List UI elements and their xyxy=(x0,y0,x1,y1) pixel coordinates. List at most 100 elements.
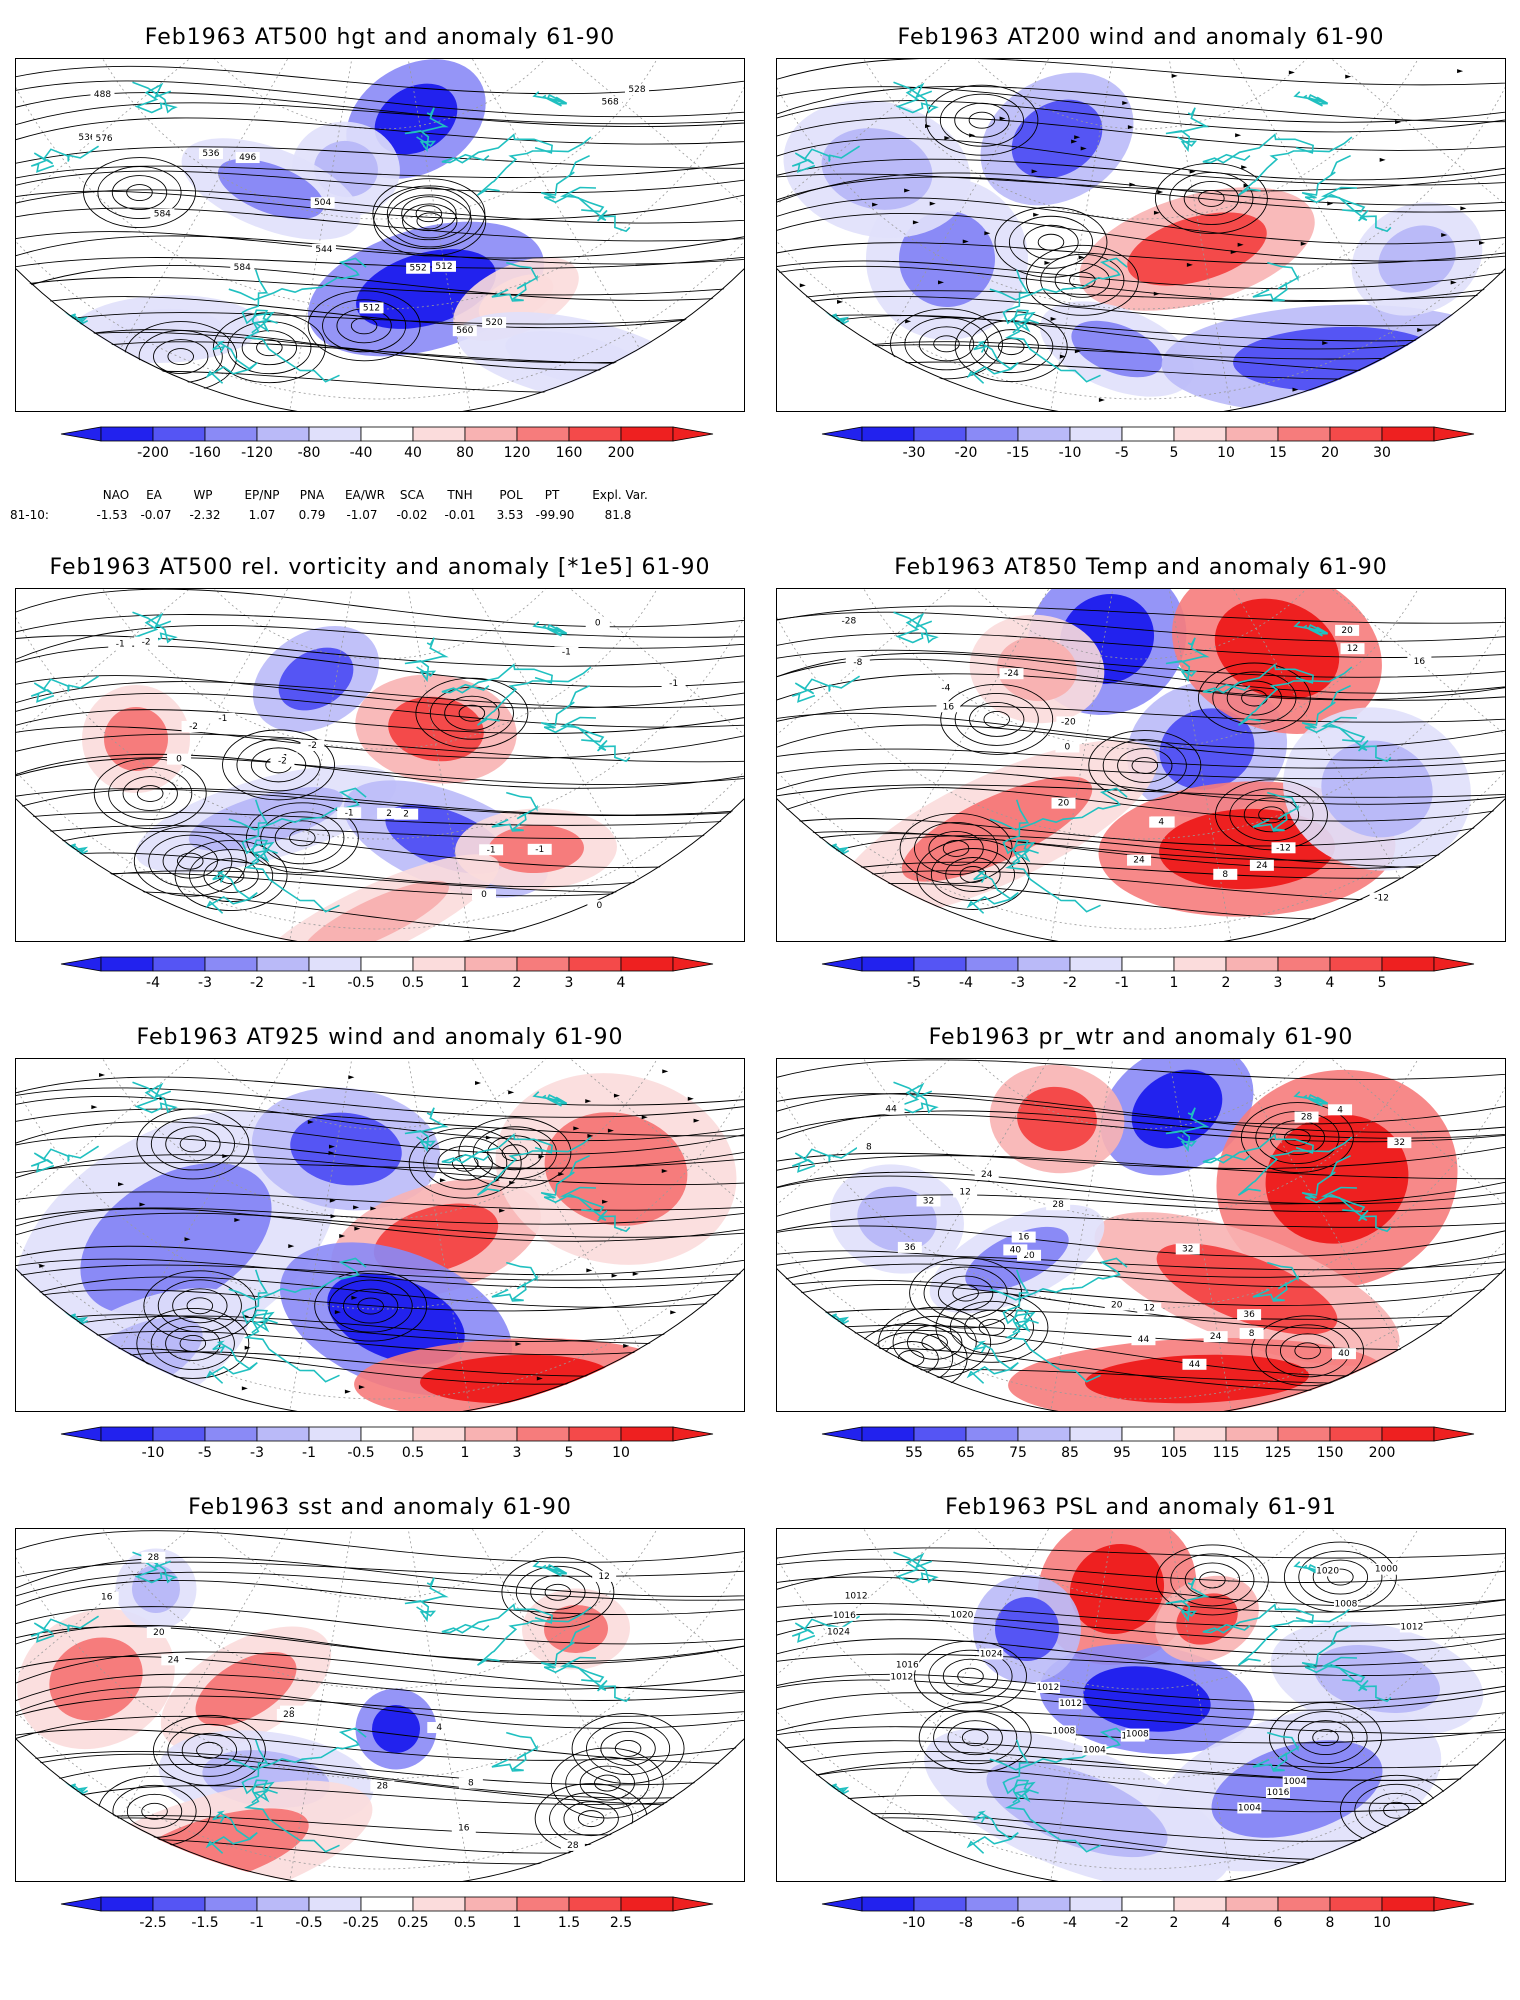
colorbar-tick-label: 95 xyxy=(1113,1445,1131,1461)
panel-title: Feb1963 AT925 wind and anomaly 61-90 xyxy=(136,1025,624,1050)
anomaly-shading xyxy=(544,1604,608,1654)
contour-label: 8 xyxy=(866,1142,872,1152)
contour-label: 28 xyxy=(377,1782,389,1792)
colorbar: -2.5 -1.5 -1 -0.5 -0.25 0.25 0.5 1 1.5 2.5 xyxy=(60,1896,717,1945)
colorbar-segment xyxy=(256,426,310,442)
colorbar-segment xyxy=(464,1426,518,1442)
index-value: -0.01 xyxy=(444,508,476,522)
contour-label: 1008 xyxy=(1335,1599,1358,1609)
colorbar-segment xyxy=(100,426,154,442)
colorbar-tick-label: -40 xyxy=(350,445,373,461)
latlon-grid xyxy=(777,59,1505,411)
colorbar-tick-label: 105 xyxy=(1161,1445,1188,1461)
contour-label: 0 xyxy=(595,619,601,629)
colorbar-tick-label: -0.5 xyxy=(347,1445,374,1461)
anomaly-shading xyxy=(997,636,1077,702)
colorbar-tick-label: 115 xyxy=(1213,1445,1240,1461)
colorbar-segment xyxy=(1225,426,1279,442)
contour-label: 4 xyxy=(1158,818,1164,828)
contour-label: 536 xyxy=(78,133,95,143)
colorbar-segment xyxy=(861,426,915,442)
map-panel-p6: Feb1963 pr_wtr and anomaly 61-90 20 24 28 32… xyxy=(776,1025,1506,1485)
colorbar-segment xyxy=(204,426,258,442)
index-value: -2.32 xyxy=(189,508,221,522)
contour-label: 1016 xyxy=(1267,1788,1290,1798)
colorbar-min-arrow xyxy=(821,1426,863,1442)
colorbar-tick-label: -8 xyxy=(959,1915,973,1931)
map-panel-p8: Feb1963 PSL and anomaly 61-91 1012 1020 101… xyxy=(776,1495,1506,1955)
contour-label: 504 xyxy=(314,198,331,208)
map-plot-area: 1012 1020 1012 1008 1004 1000 1016 1024 1012 1008… xyxy=(776,1528,1506,1882)
colorbar-segment xyxy=(256,956,310,972)
map-plot-area: 282404812162028281628 xyxy=(15,1528,745,1882)
colorbar-tick-label: 1.5 xyxy=(558,1915,580,1931)
colorbar-tick-label: -3 xyxy=(1011,975,1025,991)
colorbar-tick-label: 1 xyxy=(513,1915,522,1931)
colorbar-tick-label: -0.5 xyxy=(295,1915,322,1931)
colorbar-segment xyxy=(412,1426,466,1442)
colorbar-tick-label: 2.5 xyxy=(610,1915,632,1931)
contour-label: 1008 xyxy=(1126,1730,1149,1740)
colorbar-tick-label: 4 xyxy=(617,975,626,991)
colorbar-segment xyxy=(568,1426,622,1442)
colorbar-tick-label: -200 xyxy=(137,445,169,461)
contour-lines xyxy=(777,59,1505,384)
colorbar-segment xyxy=(1277,1426,1331,1442)
panel-title: Feb1963 sst and anomaly 61-90 xyxy=(188,1495,572,1520)
contour-label: 40 xyxy=(1338,1349,1350,1359)
contour-lines xyxy=(777,1059,1505,1394)
contour-label: 16 xyxy=(1414,657,1426,667)
contour-label: 20 xyxy=(1058,799,1070,809)
panel-title: Feb1963 AT500 rel. vorticity and anomaly… xyxy=(49,555,711,580)
contour-label: 1012 xyxy=(1036,1683,1059,1693)
anomaly-shading xyxy=(195,1651,297,1727)
colorbar-segment xyxy=(412,426,466,442)
index-value: 81.8 xyxy=(604,508,632,522)
colorbar-segment xyxy=(1225,956,1279,972)
colorbar-tick-label: 125 xyxy=(1265,1445,1292,1461)
colorbar-tick-label: -2 xyxy=(250,975,264,991)
colorbar-tick-label: 30 xyxy=(1373,445,1391,461)
panel-title: Feb1963 PSL and anomaly 61-91 xyxy=(945,1495,1337,1520)
map-field-layer xyxy=(16,59,744,411)
contour-label: 1004 xyxy=(1283,1777,1306,1787)
index-value: 3.53 xyxy=(496,508,524,522)
map-field-layer xyxy=(777,1059,1505,1411)
contour-label: 1000 xyxy=(1375,1565,1398,1575)
colorbar-tick-label: -1 xyxy=(250,1915,264,1931)
contour-label: 44 xyxy=(1189,1360,1201,1370)
colorbar-tick-label: -3 xyxy=(198,975,212,991)
colorbar-tick-label: -2 xyxy=(1115,1915,1129,1931)
contour-label: 28 xyxy=(567,1841,579,1851)
colorbar-tick-label: 75 xyxy=(1009,1445,1027,1461)
colorbar-segment xyxy=(620,1896,674,1912)
colorbar-max-arrow xyxy=(672,1426,714,1442)
colorbar-tick-label: 0.5 xyxy=(402,975,424,991)
colorbar-min-arrow xyxy=(821,1896,863,1912)
colorbar-segment xyxy=(152,956,206,972)
colorbar-tick-label: -6 xyxy=(1011,1915,1025,1931)
index-header: EA xyxy=(146,488,162,502)
colorbar-segment xyxy=(152,1426,206,1442)
colorbar-tick-label: 2 xyxy=(1170,1915,1179,1931)
contour-label: 1020 xyxy=(1316,1566,1339,1576)
index-value: -1.07 xyxy=(346,508,378,522)
colorbar-tick-label: -30 xyxy=(903,445,926,461)
colorbar-max-arrow xyxy=(672,956,714,972)
colorbar-segment xyxy=(100,1896,154,1912)
polar-projection-map xyxy=(777,59,1505,411)
colorbar-segment xyxy=(360,1896,414,1912)
contour-label: 8 xyxy=(468,1779,474,1789)
anomaly-shading xyxy=(1314,1644,1440,1714)
colorbar-tick-label: -5 xyxy=(907,975,921,991)
contour-label: 1024 xyxy=(827,1628,850,1638)
map-field-layer xyxy=(777,59,1505,411)
anomaly-shading xyxy=(899,211,995,307)
colorbar-max-arrow xyxy=(1433,426,1475,442)
coastlines xyxy=(791,611,1392,914)
colorbar-tick-label: 3 xyxy=(1274,975,1283,991)
colorbar-segment xyxy=(360,426,414,442)
colorbar-segment xyxy=(568,426,622,442)
anomaly-shading xyxy=(374,83,458,155)
